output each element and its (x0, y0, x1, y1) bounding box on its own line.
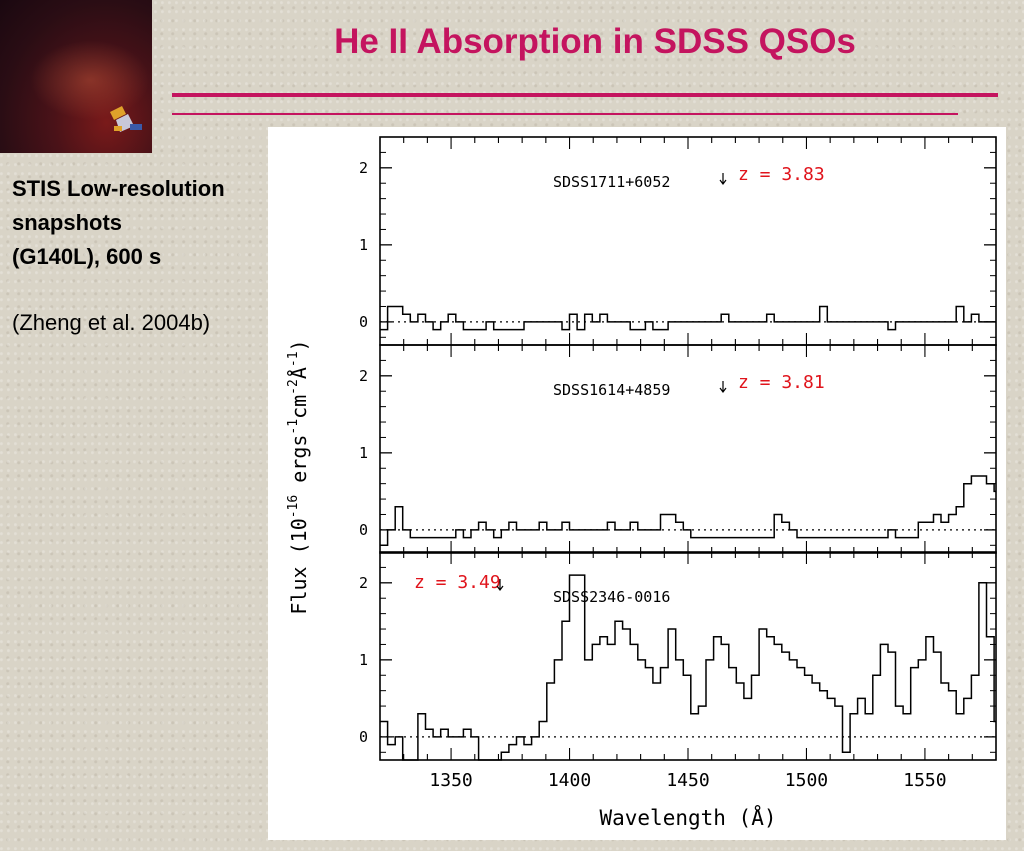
down-arrow-icon (719, 381, 727, 393)
hubble-thumbnail-image (0, 0, 152, 153)
redshift-annotation: z = 3.83 (738, 164, 825, 185)
y-tick-label: 0 (359, 728, 368, 746)
x-tick-label: 1550 (903, 770, 946, 791)
spectrum-panel: 0 1 2 SDSS2346-0016 z = 3.49 (359, 551, 997, 761)
spectrum-series (380, 574, 996, 761)
object-name-label: SDSS1711+6052 (553, 173, 670, 191)
x-axis: 1350 1400 1450 1500 1550 (429, 770, 946, 791)
reference-citation: (Zheng et al. 2004b) (12, 310, 211, 335)
y-tick-label: 2 (359, 574, 368, 592)
slide-title: He II Absorption in SDSS QSOs (334, 22, 856, 61)
y-axis-label: Flux (10-16 ergs-1cm-2Å-1) (286, 339, 311, 614)
y-tick-label: 0 (359, 313, 368, 331)
spectra-panels: 0 1 2 SDSS1711+6052 z = 3.83 0 1 2 SDSS1614+4859… (359, 136, 997, 761)
spectrum-panel: 0 1 2 SDSS1614+4859 z = 3.81 (359, 344, 997, 554)
object-name-label: SDSS1614+4859 (553, 381, 670, 399)
x-tick-label: 1450 (666, 770, 709, 791)
spectra-chart: 0 1 2 SDSS1711+6052 z = 3.83 0 1 2 SDSS1614+4859… (286, 136, 997, 830)
panel-frame (379, 344, 997, 554)
spectra-figure: 0 1 2 SDSS1711+6052 z = 3.83 0 1 2 SDSS1614+4859… (268, 127, 1006, 840)
y-tick-label: 0 (359, 521, 368, 539)
caption-line: STIS Low-resolution (12, 176, 225, 201)
x-axis-label: Wavelength (Å) (599, 804, 776, 830)
caption-line: snapshots (12, 210, 123, 235)
redshift-annotation: z = 3.49 (414, 572, 501, 593)
spectrum-panel: 0 1 2 SDSS1711+6052 z = 3.83 (359, 136, 997, 346)
title-rule-thick (172, 93, 998, 97)
y-tick-label: 1 (359, 444, 368, 462)
title-rule-thin (172, 113, 958, 115)
y-tick-label: 2 (359, 159, 368, 177)
satellite-icon (110, 106, 142, 132)
spectrum-series (380, 475, 996, 547)
down-arrow-icon (496, 579, 504, 591)
x-tick-label: 1500 (785, 770, 828, 791)
nebula-glow (30, 40, 150, 120)
down-arrow-icon (719, 173, 727, 185)
y-tick-label: 2 (359, 367, 368, 385)
panel-frame (379, 136, 997, 346)
caption: STIS Low-resolution snapshots (G140L), 6… (12, 172, 312, 274)
x-tick-label: 1350 (429, 770, 472, 791)
x-tick-label: 1400 (548, 770, 591, 791)
y-tick-label: 1 (359, 236, 368, 254)
y-tick-label: 1 (359, 651, 368, 669)
caption-line: (G140L), 600 s (12, 244, 162, 269)
object-name-label: SDSS2346-0016 (553, 588, 670, 606)
spectrum-series (380, 305, 996, 331)
redshift-annotation: z = 3.81 (738, 372, 825, 393)
